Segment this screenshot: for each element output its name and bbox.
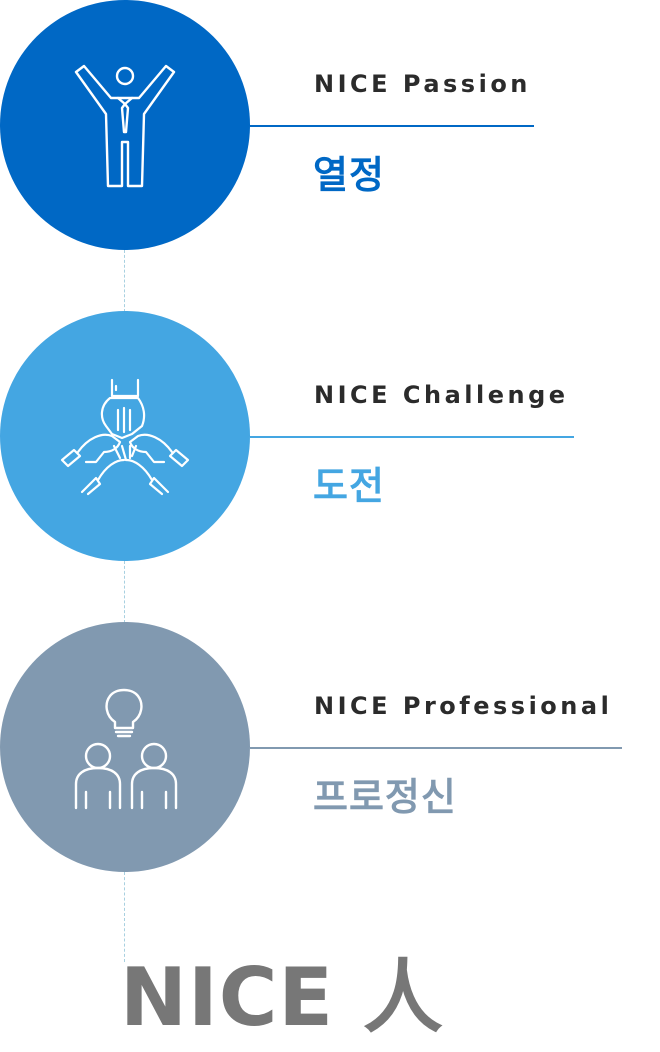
value-item-challenge: NICE Challenge 도전 [0,311,660,563]
professional-divider [250,747,622,749]
passion-korean-title: 열정 [313,153,385,197]
person-arms-raised-icon [74,64,176,188]
challenge-english-title: NICE Challenge [314,381,569,409]
passion-divider [250,125,534,127]
connector-line-1 [124,250,125,312]
passion-english-title: NICE Passion [314,70,531,98]
value-item-passion: NICE Passion 열정 [0,0,660,252]
connector-line-2 [124,561,125,623]
nice-in-title: NICE 人 [120,951,444,1044]
value-item-professional: NICE Professional 프로정신 [0,622,660,874]
challenge-circle [0,311,250,561]
professional-korean-title: 프로정신 [313,775,457,819]
connector-line-3 [124,872,125,962]
challenge-divider [250,436,574,438]
challenge-korean-title: 도전 [313,464,385,508]
professional-english-title: NICE Professional [314,692,613,720]
passion-circle [0,0,250,250]
people-with-lightbulb-icon [74,688,178,810]
professional-circle [0,622,250,872]
stacked-hands-icon [60,378,190,496]
